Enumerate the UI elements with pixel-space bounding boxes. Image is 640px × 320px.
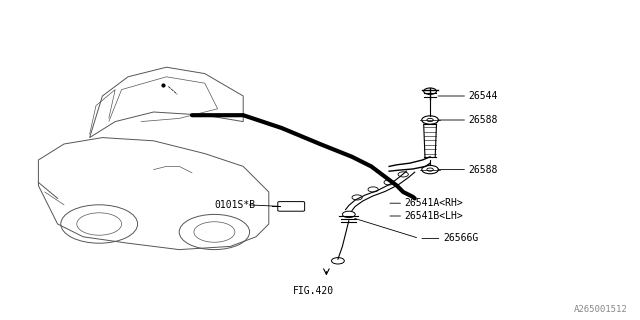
Text: FIG.420: FIG.420 xyxy=(293,286,334,296)
Text: 26544: 26544 xyxy=(468,91,498,101)
Text: 26566G: 26566G xyxy=(443,233,478,244)
Text: 0101S*B: 0101S*B xyxy=(214,200,255,210)
Text: A265001512: A265001512 xyxy=(573,305,627,314)
Text: 26588: 26588 xyxy=(468,115,498,125)
Text: 26541A<RH>: 26541A<RH> xyxy=(404,198,463,208)
Text: 26541B<LH>: 26541B<LH> xyxy=(404,211,463,221)
Text: 26588: 26588 xyxy=(468,164,498,175)
